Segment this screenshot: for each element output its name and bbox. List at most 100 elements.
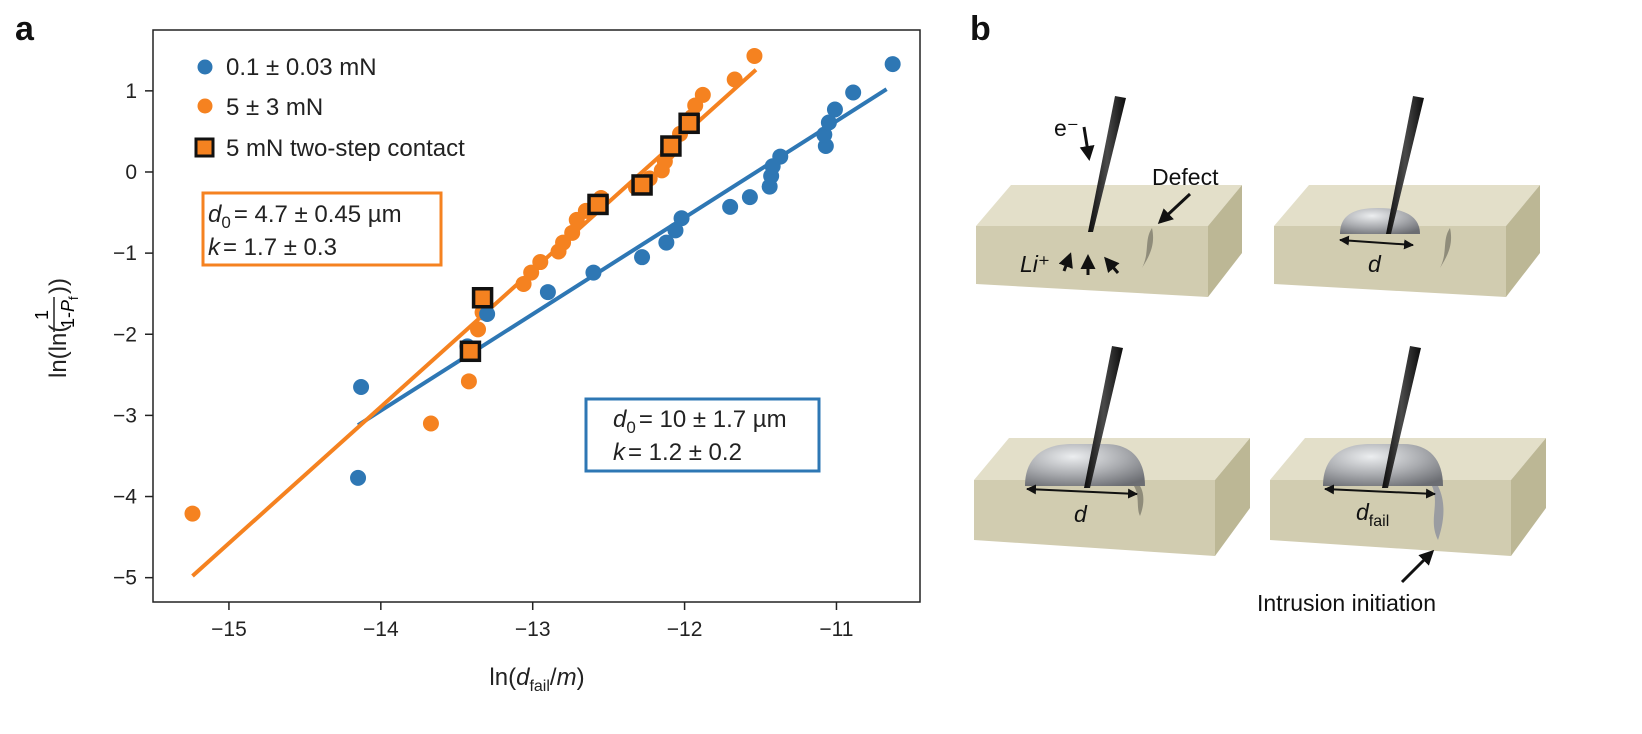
blue-point <box>658 234 675 251</box>
orange-point <box>515 275 532 292</box>
intrusion-arrow <box>1400 549 1435 584</box>
param-orange-k: k = 1.7 ± 0.3 <box>208 234 337 261</box>
dimension-dfail <box>1324 484 1436 499</box>
orange-point <box>523 264 540 281</box>
legend-label-square: 5 mN two-step contact <box>226 135 465 162</box>
li-arrow-3 <box>1104 256 1120 274</box>
deposit-3 <box>1025 444 1145 486</box>
label-li-ion: Li⁺ <box>1020 251 1050 277</box>
two-step-point <box>631 174 653 196</box>
svg-text:1-Pf: 1-Pf <box>58 296 81 328</box>
two-step-point <box>587 193 609 216</box>
blue-point <box>820 114 837 131</box>
orange-point <box>470 321 487 338</box>
param-box-blue: d0 = 10 ± 1.7 µm k = 1.2 ± 0.2 <box>584 397 821 473</box>
x-tick-label: −11 <box>819 618 853 641</box>
blue-point <box>816 126 833 143</box>
orange-point <box>746 47 763 64</box>
blue-point <box>772 148 789 165</box>
block-2 <box>1274 96 1540 297</box>
defect-arrow <box>1157 192 1192 225</box>
label-electron: e⁻ <box>1054 115 1079 141</box>
x-tick-label: −15 <box>211 618 247 641</box>
two-step-point <box>471 286 494 309</box>
legend-marker-blue <box>197 59 213 75</box>
y-tick-label: 1 <box>125 80 137 103</box>
deposit-4 <box>1323 444 1443 486</box>
needle-4 <box>1382 346 1421 488</box>
label-defect: Defect <box>1152 164 1219 190</box>
label-d-top: d <box>1368 251 1382 277</box>
panel-a: a −15 −14 −13 −12 −11 1 0 −1 −2 −3 −4 −5 0.1 ± 0.03… <box>15 10 921 695</box>
orange-point <box>422 415 439 432</box>
two-step-point <box>459 340 482 363</box>
orange-point <box>460 373 477 390</box>
y-tick-label: −3 <box>113 404 137 427</box>
blue-point <box>722 198 739 215</box>
blue-point <box>741 189 758 206</box>
needle-1 <box>1088 96 1126 232</box>
needle-2 <box>1386 96 1424 234</box>
y-tick-label: −2 <box>113 323 137 346</box>
blue-point <box>634 249 651 266</box>
legend-marker-square <box>194 137 215 158</box>
y-tick-label: 0 <box>125 161 137 184</box>
needle-3 <box>1084 346 1123 488</box>
svg-text:1: 1 <box>32 310 52 320</box>
blue-point <box>479 305 496 322</box>
y-axis-title: ln(ln( 1 1-Pf )) <box>32 278 81 378</box>
y-tick-label: −5 <box>113 567 137 590</box>
param-box-orange-frame <box>201 191 443 267</box>
orange-point <box>184 505 201 522</box>
y-tick-label: −1 <box>113 242 137 265</box>
orange-point <box>564 224 581 241</box>
param-box-blue-frame <box>584 397 821 473</box>
orange-point <box>532 254 549 271</box>
svg-text:)): )) <box>45 278 72 294</box>
x-tick-label: −12 <box>667 618 703 641</box>
blue-point <box>350 469 367 486</box>
blue-point <box>353 378 370 395</box>
block-3 <box>974 346 1250 556</box>
panel-b-label: b <box>970 10 991 48</box>
blue-point <box>667 222 684 239</box>
data-points <box>184 47 901 522</box>
li-arrow-1 <box>1058 252 1073 272</box>
legend-label-blue: 0.1 ± 0.03 mN <box>226 54 377 81</box>
dimension-d-3 <box>1026 484 1138 499</box>
two-step-point <box>660 135 682 157</box>
blue-point <box>539 284 556 301</box>
two-step-point <box>678 112 700 135</box>
deposit-2 <box>1340 208 1420 234</box>
label-d-fail: dfail <box>1356 499 1389 530</box>
fit-line-blue <box>356 87 888 427</box>
x-tick-label: −13 <box>515 618 551 641</box>
blue-point <box>673 210 690 227</box>
label-d-bottom: d <box>1074 501 1088 527</box>
param-blue-d0: d0 = 10 ± 1.7 µm <box>613 406 787 437</box>
param-box-orange: d0 = 4.7 ± 0.45 µm k = 1.7 ± 0.3 <box>201 191 443 267</box>
blue-point <box>884 56 901 73</box>
param-blue-k: k = 1.2 ± 0.2 <box>613 439 742 466</box>
label-intrusion: Intrusion initiation <box>1257 590 1436 616</box>
x-axis-title: ln(dfail/m) <box>489 664 584 695</box>
panel-a-label: a <box>15 10 35 48</box>
orange-point <box>726 71 743 88</box>
panel-b: b e⁻ Defect Li⁺ d <box>970 10 1546 616</box>
x-tick-label: −14 <box>363 618 399 641</box>
orange-point <box>694 86 711 103</box>
dimension-d-2 <box>1339 235 1414 250</box>
legend: 0.1 ± 0.03 mN 5 ± 3 mN 5 mN two-step con… <box>194 54 465 162</box>
electron-arrow <box>1079 126 1095 161</box>
legend-label-orange: 5 ± 3 mN <box>226 94 323 121</box>
blue-point <box>585 264 602 281</box>
block-4 <box>1270 346 1546 556</box>
blue-point <box>845 84 862 101</box>
y-tick-label: −4 <box>113 486 137 509</box>
intrusion-crack <box>1432 486 1444 540</box>
plot-frame <box>152 29 921 603</box>
svg-text:ln(ln(: ln(ln( <box>45 325 72 378</box>
axis-ticks: −15 −14 −13 −12 −11 1 0 −1 −2 −3 −4 −5 <box>113 80 853 641</box>
block-1 <box>976 96 1242 297</box>
